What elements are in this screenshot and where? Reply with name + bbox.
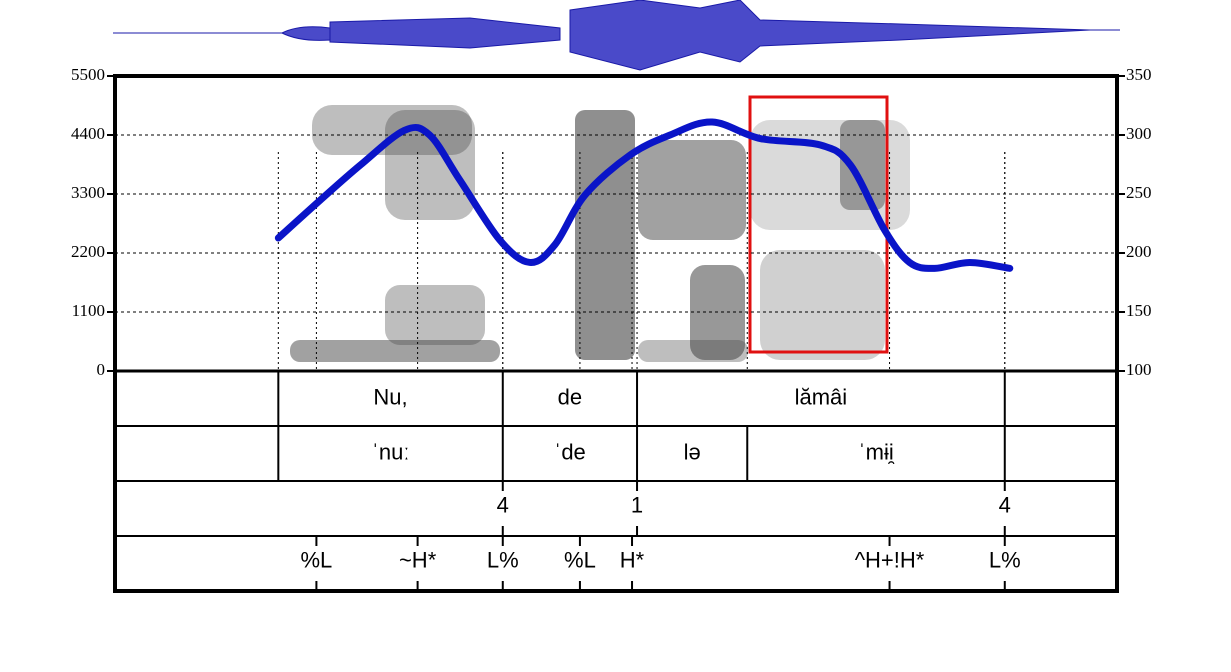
y2-tick-label: 100 xyxy=(1126,360,1152,379)
y-tick-label: 2200 xyxy=(71,242,105,261)
y-tick-label: 4400 xyxy=(71,124,105,143)
y-tick-label: 0 xyxy=(97,360,106,379)
tier-label: ˈmɨi̯ xyxy=(858,439,895,464)
tier-label: %L xyxy=(301,547,333,572)
tier-label: ~H* xyxy=(399,547,437,572)
tier-label: lə xyxy=(684,439,701,464)
tier-label: ˈde xyxy=(554,439,586,464)
y2-tick-label: 200 xyxy=(1126,242,1152,261)
tier-label: %L xyxy=(564,547,596,572)
y2-tick-label: 300 xyxy=(1126,124,1152,143)
tier-label: lămâi xyxy=(795,384,848,409)
tier-label: L% xyxy=(989,547,1021,572)
tier-label: ^H+!H* xyxy=(855,547,925,572)
tier-label: de xyxy=(558,384,582,409)
pitch-line xyxy=(274,118,1014,272)
highlight-box xyxy=(748,95,889,354)
tier-label: L% xyxy=(487,547,519,572)
y-tick-label: 3300 xyxy=(71,183,105,202)
tier-label: 4 xyxy=(999,492,1011,517)
y2-tick-label: 150 xyxy=(1126,301,1152,320)
y2-tick-label: 350 xyxy=(1126,65,1152,84)
tier-label: 1 xyxy=(631,492,643,517)
y-tick-label: 1100 xyxy=(72,301,105,320)
tier-label: 4 xyxy=(497,492,509,517)
frame xyxy=(113,74,1119,593)
tier-label: H* xyxy=(620,547,645,572)
tier-label: ˈnuː xyxy=(372,439,410,464)
y2-tick-label: 250 xyxy=(1126,183,1152,202)
tier-label: Nu, xyxy=(373,384,407,409)
waveform xyxy=(113,0,1120,71)
y-tick-label: 5500 xyxy=(71,65,105,84)
